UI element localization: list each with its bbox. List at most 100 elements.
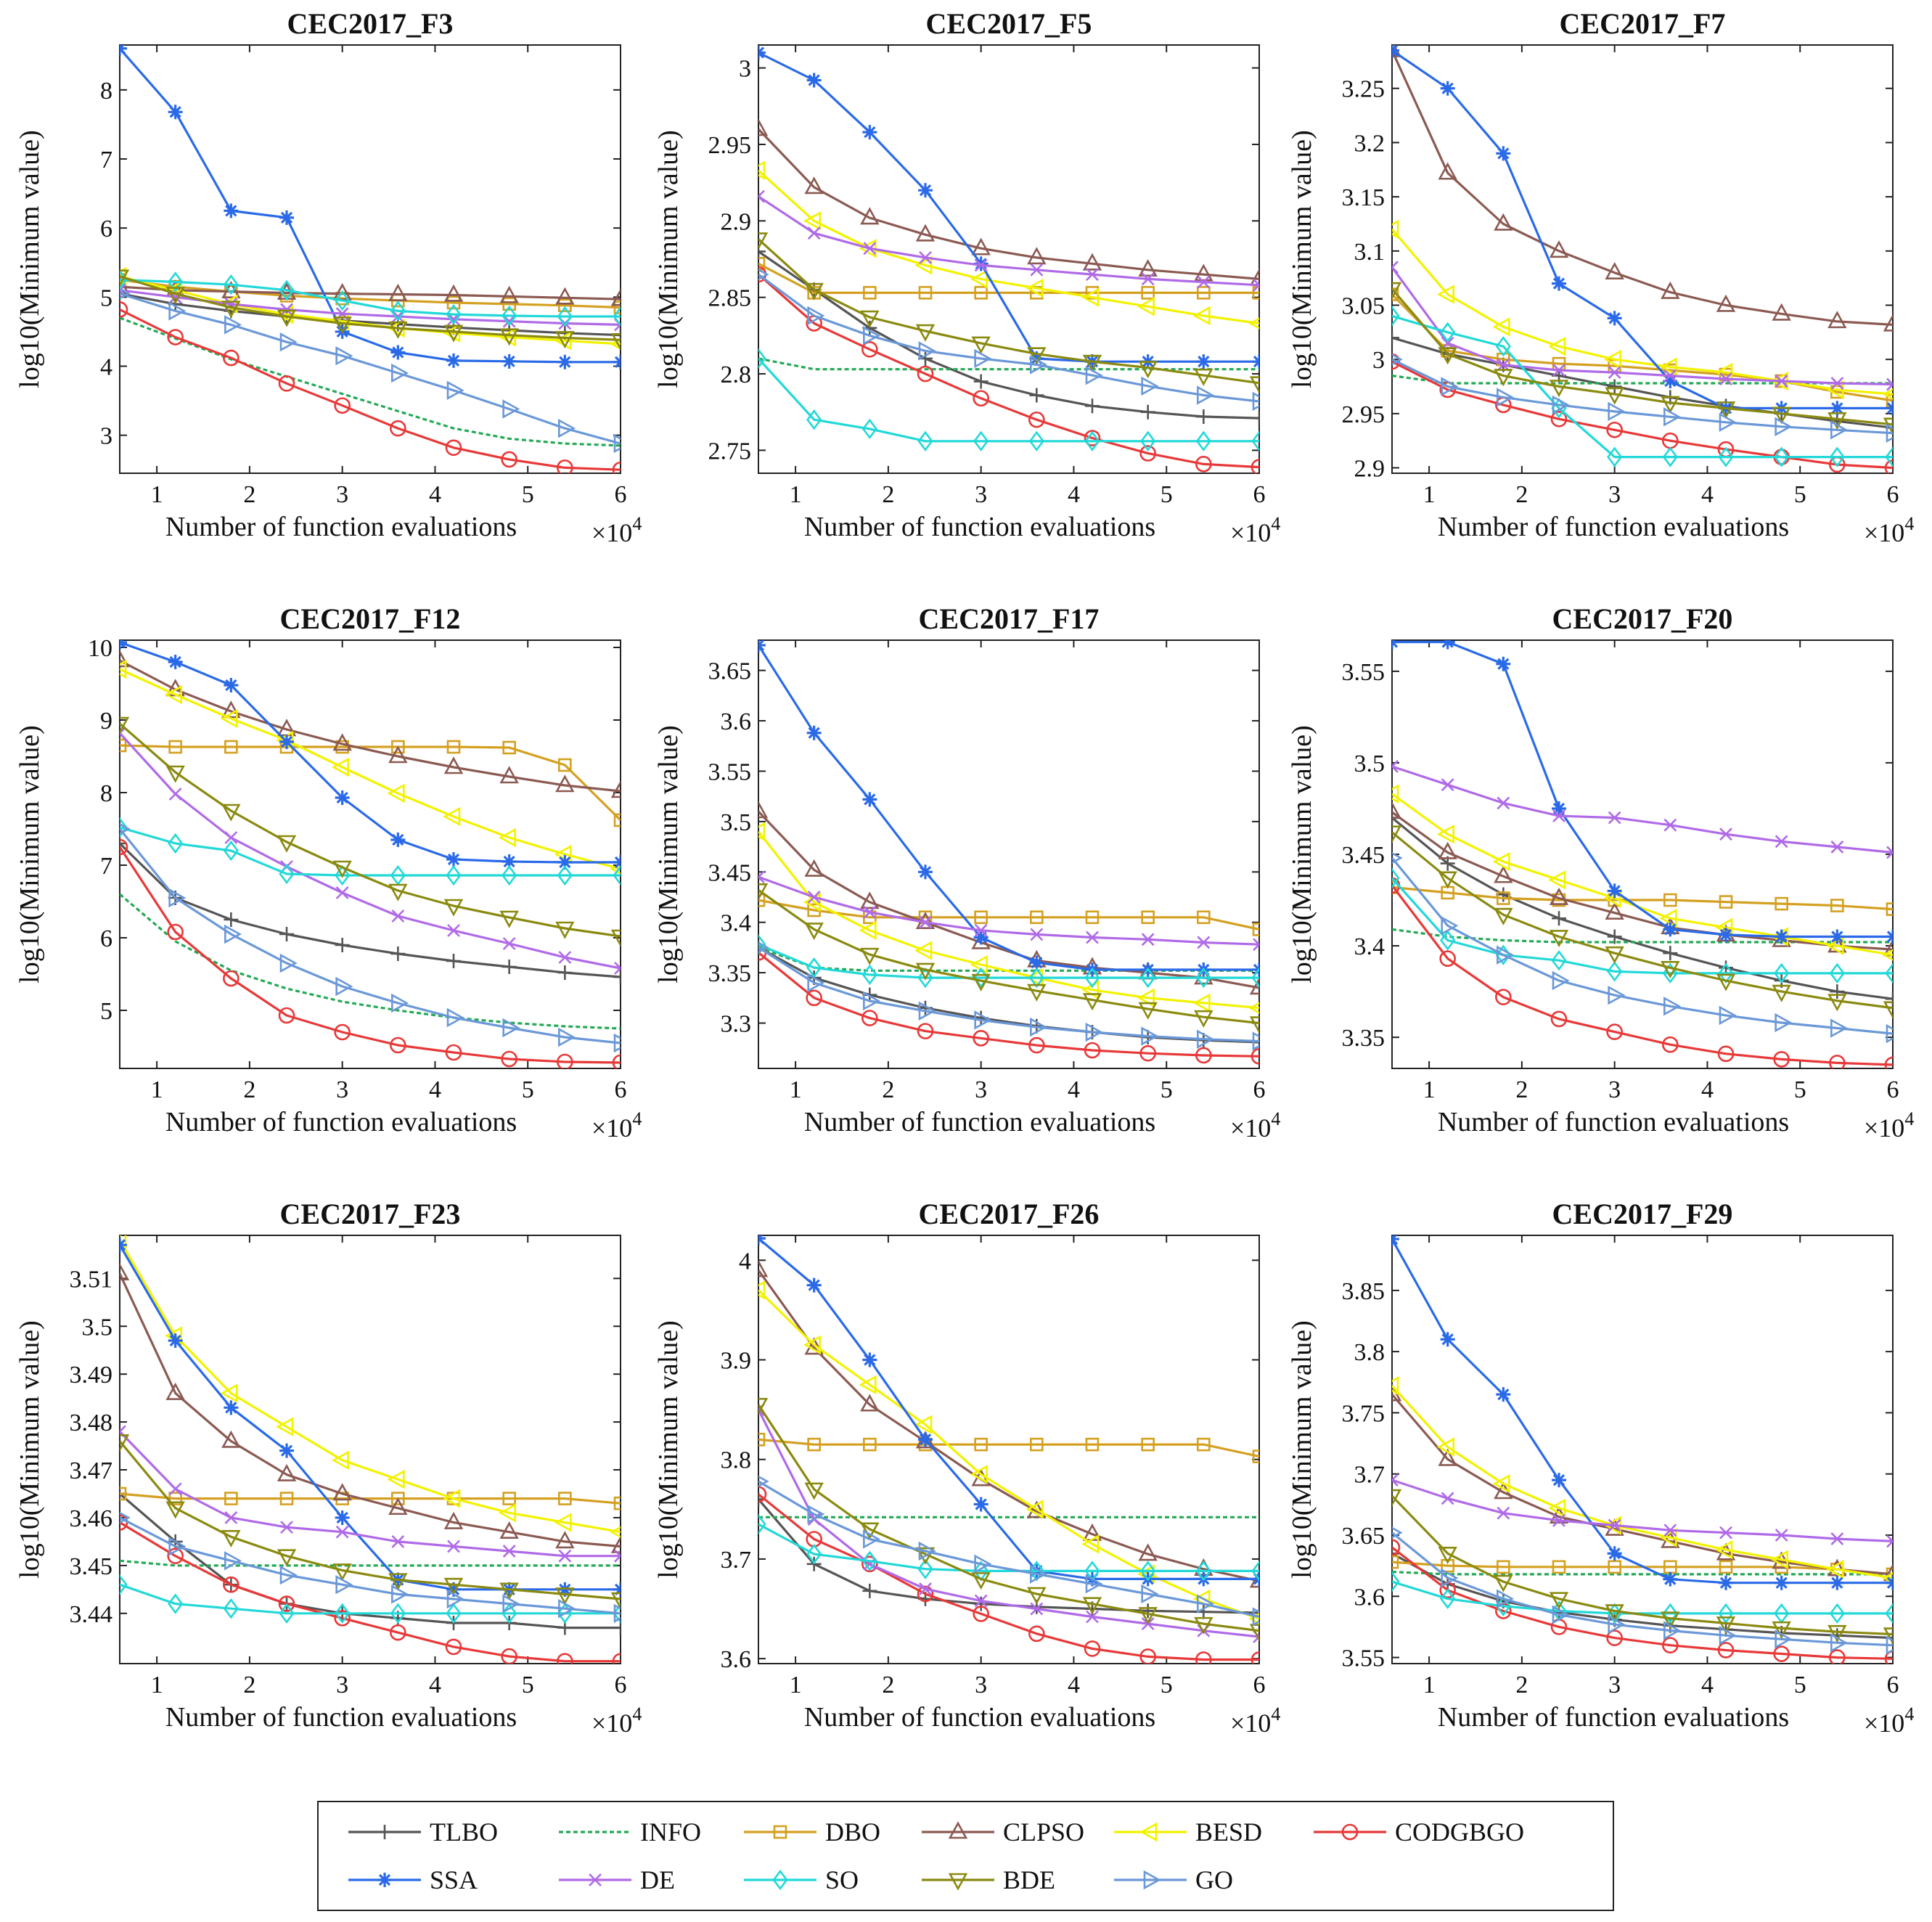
data-point-de xyxy=(224,1511,238,1524)
data-point-tlbo xyxy=(862,1583,877,1598)
data-point-go xyxy=(918,341,936,361)
data-point-so xyxy=(1662,446,1678,467)
data-point-go xyxy=(391,993,409,1013)
data-point-bde xyxy=(1392,1489,1402,1507)
data-point-bde xyxy=(758,883,769,901)
data-point-bde xyxy=(332,860,352,878)
x-axis-label: Number of function evaluations xyxy=(1438,1702,1789,1733)
data-point-codgbgo xyxy=(1717,1642,1735,1659)
data-point-so xyxy=(168,833,184,854)
data-point-go xyxy=(974,1010,992,1030)
x-tick-label: 3 xyxy=(336,1672,348,1698)
x-tick-label: 3 xyxy=(975,1672,987,1698)
data-point-de xyxy=(335,1525,349,1539)
data-point-clpso xyxy=(758,801,769,819)
data-point-so xyxy=(1084,967,1100,989)
data-point-ssa xyxy=(973,256,988,271)
data-point-bde xyxy=(1716,1616,1736,1635)
data-point-go xyxy=(446,380,464,401)
data-point-ssa xyxy=(1552,276,1566,291)
series-line-besd xyxy=(1392,1385,1893,1579)
data-point-bde xyxy=(1138,1002,1158,1020)
data-point-de xyxy=(502,937,516,950)
data-point-ssa xyxy=(1496,656,1511,671)
data-point-tlbo xyxy=(1496,887,1511,902)
data-point-so xyxy=(1885,446,1893,467)
series-line-go xyxy=(120,1516,621,1615)
data-point-codgbgo xyxy=(1550,1010,1568,1028)
data-point-clpso xyxy=(1438,841,1457,859)
data-point-besd xyxy=(1826,1560,1844,1579)
data-point-besd xyxy=(443,806,461,827)
series-line-so xyxy=(758,357,1259,443)
data-point-so xyxy=(1440,322,1456,343)
y-tick-label: 3.65 xyxy=(1342,1523,1385,1550)
chart-panel-cec2017-f3: CEC2017_F3 1 2 3 4 5 6 3 4 5 6 7 8 Number of function… xyxy=(15,7,642,547)
data-point-clpso xyxy=(610,1535,621,1553)
legend-label: DE xyxy=(640,1865,675,1894)
series-line-besd xyxy=(1392,228,1893,396)
data-point-ssa xyxy=(502,353,517,369)
data-point-de xyxy=(1086,1610,1099,1624)
data-point-so xyxy=(223,274,239,295)
legend-entry-dbo: DBO xyxy=(744,1817,880,1847)
y-tick-label: 5 xyxy=(100,285,112,311)
data-point-so xyxy=(1140,1561,1156,1582)
data-point-bde xyxy=(971,973,991,991)
data-point-so xyxy=(758,348,766,369)
data-point-besd xyxy=(387,1470,405,1489)
data-point-dbo xyxy=(558,1492,572,1505)
series-line-clpso xyxy=(758,1269,1259,1582)
data-point-so xyxy=(120,1574,128,1595)
data-point-de xyxy=(391,909,405,923)
series-so xyxy=(120,1574,621,1624)
data-point-so xyxy=(1829,962,1845,984)
series-line-dbo xyxy=(120,278,621,309)
x-tick-label: 6 xyxy=(615,481,627,508)
data-point-codgbgo xyxy=(501,1050,517,1068)
data-point-so xyxy=(1140,430,1156,451)
data-point-tlbo xyxy=(613,327,621,343)
legend-entry-clpso: CLPSO xyxy=(922,1817,1084,1847)
data-point-ssa xyxy=(1719,1575,1733,1590)
data-point-bde xyxy=(555,921,575,939)
data-point-besd xyxy=(1659,357,1677,377)
y-tick-label: 2.75 xyxy=(708,438,752,465)
series-line-dbo xyxy=(120,1492,621,1505)
data-point-bde xyxy=(804,282,824,300)
data-point-bde xyxy=(1249,1624,1259,1642)
data-point-besd xyxy=(1715,917,1733,938)
y-tick-label: 2.9 xyxy=(721,208,752,235)
series-line-de xyxy=(120,732,621,970)
series-line-codgbgo xyxy=(1392,1546,1893,1660)
data-point-tlbo xyxy=(1252,1034,1259,1050)
series-line-besd xyxy=(120,668,621,870)
data-point-besd xyxy=(970,954,988,975)
series-line-so xyxy=(758,943,1259,979)
series-layer xyxy=(1392,640,1893,1068)
data-point-codgbgo xyxy=(334,1610,351,1627)
data-point-go xyxy=(918,1001,936,1021)
x-tick-label: 4 xyxy=(1068,1076,1080,1103)
data-point-so xyxy=(168,1593,184,1614)
data-point-de xyxy=(758,189,765,203)
plot-area xyxy=(119,639,621,1069)
x-axis-label: Number of function evaluations xyxy=(1438,512,1789,542)
chart-panel-cec2017-f20: CEC2017_F20 1 2 3 4 5 6 3.35 3.4 3.45 3.5 3.55 Numbe… xyxy=(1287,602,1914,1142)
series-line-de xyxy=(120,1431,621,1558)
data-point-so xyxy=(1774,446,1790,467)
data-point-bde xyxy=(499,910,519,928)
data-point-besd xyxy=(1659,909,1677,928)
chart-title: CEC2017_F7 xyxy=(1560,7,1726,40)
data-point-de xyxy=(863,905,877,919)
chart-title: CEC2017_F3 xyxy=(287,7,454,40)
data-point-dbo xyxy=(1197,286,1211,300)
data-point-de xyxy=(919,1582,932,1596)
data-point-so xyxy=(1392,306,1400,327)
series-ssa xyxy=(1392,640,1893,944)
y-tick-label: 3.6 xyxy=(721,1646,752,1673)
data-point-clpso xyxy=(758,1259,769,1277)
data-point-besd xyxy=(1192,306,1211,326)
series-line-go xyxy=(1392,358,1893,435)
data-point-codgbgo xyxy=(223,970,240,987)
